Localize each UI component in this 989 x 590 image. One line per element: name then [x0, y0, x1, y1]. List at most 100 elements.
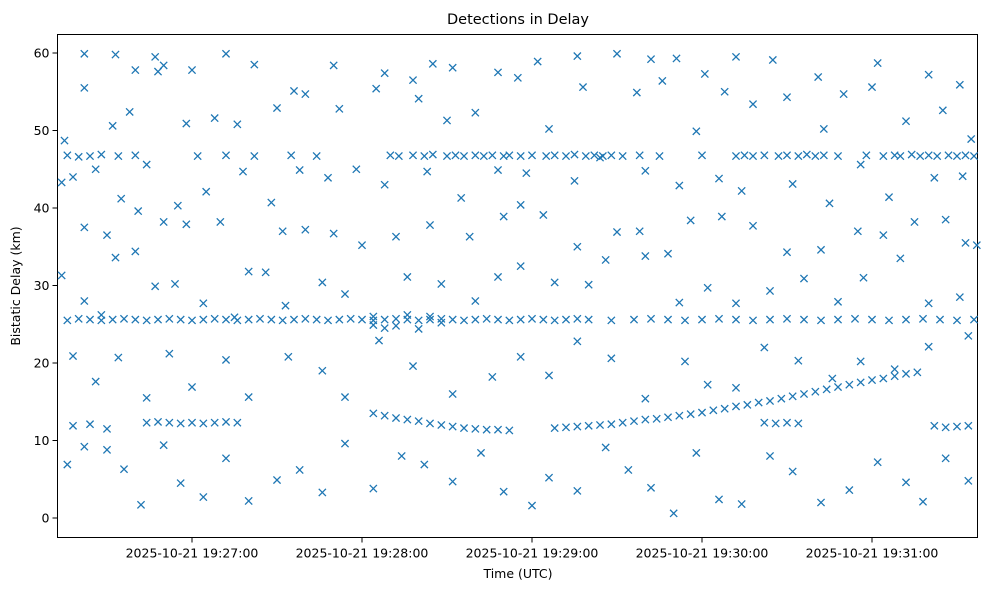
data-point — [403, 310, 412, 320]
x-axis-label: Time (UTC) — [482, 566, 552, 581]
data-point — [493, 315, 503, 324]
data-point — [972, 241, 981, 250]
data-point — [794, 419, 803, 428]
data-point — [663, 315, 673, 324]
data-point — [740, 151, 749, 160]
data-point — [97, 150, 106, 159]
data-point — [210, 114, 219, 123]
data-point — [550, 151, 559, 160]
y-tick-label: 0 — [42, 511, 50, 526]
data-point — [369, 320, 378, 330]
data-point — [250, 60, 259, 69]
data-point — [731, 152, 741, 161]
data-point — [403, 415, 412, 424]
data-point — [731, 299, 741, 308]
data-point — [340, 393, 350, 402]
data-point — [697, 151, 707, 160]
data-point — [550, 316, 559, 325]
data-point — [312, 315, 321, 324]
data-point — [533, 57, 542, 66]
data-point — [165, 314, 174, 323]
data-point — [595, 153, 605, 162]
data-point — [80, 442, 89, 451]
data-point — [425, 312, 435, 321]
x-tick-label: 2025-10-21 19:31:00 — [806, 546, 939, 561]
data-point — [318, 488, 327, 497]
data-point — [68, 351, 78, 361]
data-point — [952, 422, 962, 431]
y-tick-label: 10 — [34, 433, 50, 448]
data-point — [159, 441, 168, 450]
data-point — [346, 314, 355, 323]
data-point — [867, 83, 877, 92]
data-point — [765, 286, 775, 295]
data-point — [692, 127, 701, 136]
data-point — [561, 315, 571, 324]
data-point — [544, 124, 554, 134]
data-point — [760, 151, 769, 160]
data-point — [505, 316, 514, 325]
data-point — [675, 411, 684, 420]
data-point — [391, 413, 401, 423]
data-point — [845, 380, 854, 389]
data-point — [63, 316, 72, 325]
data-point — [794, 356, 803, 365]
data-point — [539, 315, 548, 324]
data-point — [301, 90, 310, 99]
data-point — [692, 448, 701, 457]
data-point — [80, 223, 89, 232]
data-point — [340, 289, 350, 299]
data-point — [641, 415, 650, 424]
data-point — [329, 229, 338, 238]
data-point — [153, 67, 163, 76]
data-point — [272, 475, 282, 485]
data-point — [287, 151, 296, 160]
data-point — [199, 419, 208, 428]
data-point — [295, 165, 304, 175]
data-point — [709, 406, 718, 415]
data-point — [386, 151, 395, 160]
data-point — [199, 315, 208, 324]
data-point — [394, 152, 403, 161]
data-point — [550, 424, 559, 433]
data-point — [187, 65, 197, 75]
plot-frame — [57, 34, 978, 538]
data-point — [884, 193, 894, 202]
data-point — [187, 316, 197, 325]
data-point — [408, 76, 418, 85]
data-point — [516, 152, 525, 161]
data-point — [850, 314, 860, 323]
y-axis-label: Bistatic Delay (km) — [8, 226, 23, 345]
data-point — [833, 382, 843, 392]
data-point — [505, 426, 514, 435]
data-point — [788, 392, 797, 401]
data-point — [295, 465, 304, 475]
data-point — [748, 221, 758, 230]
data-point — [57, 271, 66, 280]
data-point — [856, 160, 865, 169]
data-point — [142, 393, 151, 402]
data-point — [941, 423, 950, 432]
x-axis: 2025-10-21 19:27:00 2025-10-21 19:28:00 20… — [126, 537, 939, 561]
data-point — [938, 106, 947, 115]
data-point — [884, 316, 894, 325]
data-point — [428, 59, 437, 68]
data-point — [131, 151, 140, 160]
data-point — [437, 318, 446, 327]
y-axis: 0 10 20 30 40 50 60 — [34, 46, 58, 526]
data-point — [244, 315, 253, 324]
data-point — [459, 152, 469, 161]
data-point — [930, 421, 939, 430]
data-point — [680, 357, 690, 366]
data-point — [799, 315, 809, 324]
y-tick-label: 30 — [34, 278, 50, 293]
data-point — [816, 245, 826, 254]
data-point — [221, 355, 231, 364]
data-point — [493, 68, 503, 77]
data-point — [879, 231, 888, 240]
data-point — [187, 418, 197, 427]
data-point — [442, 116, 452, 125]
data-point — [442, 152, 452, 161]
data-point — [102, 424, 112, 433]
data-point — [221, 151, 231, 160]
